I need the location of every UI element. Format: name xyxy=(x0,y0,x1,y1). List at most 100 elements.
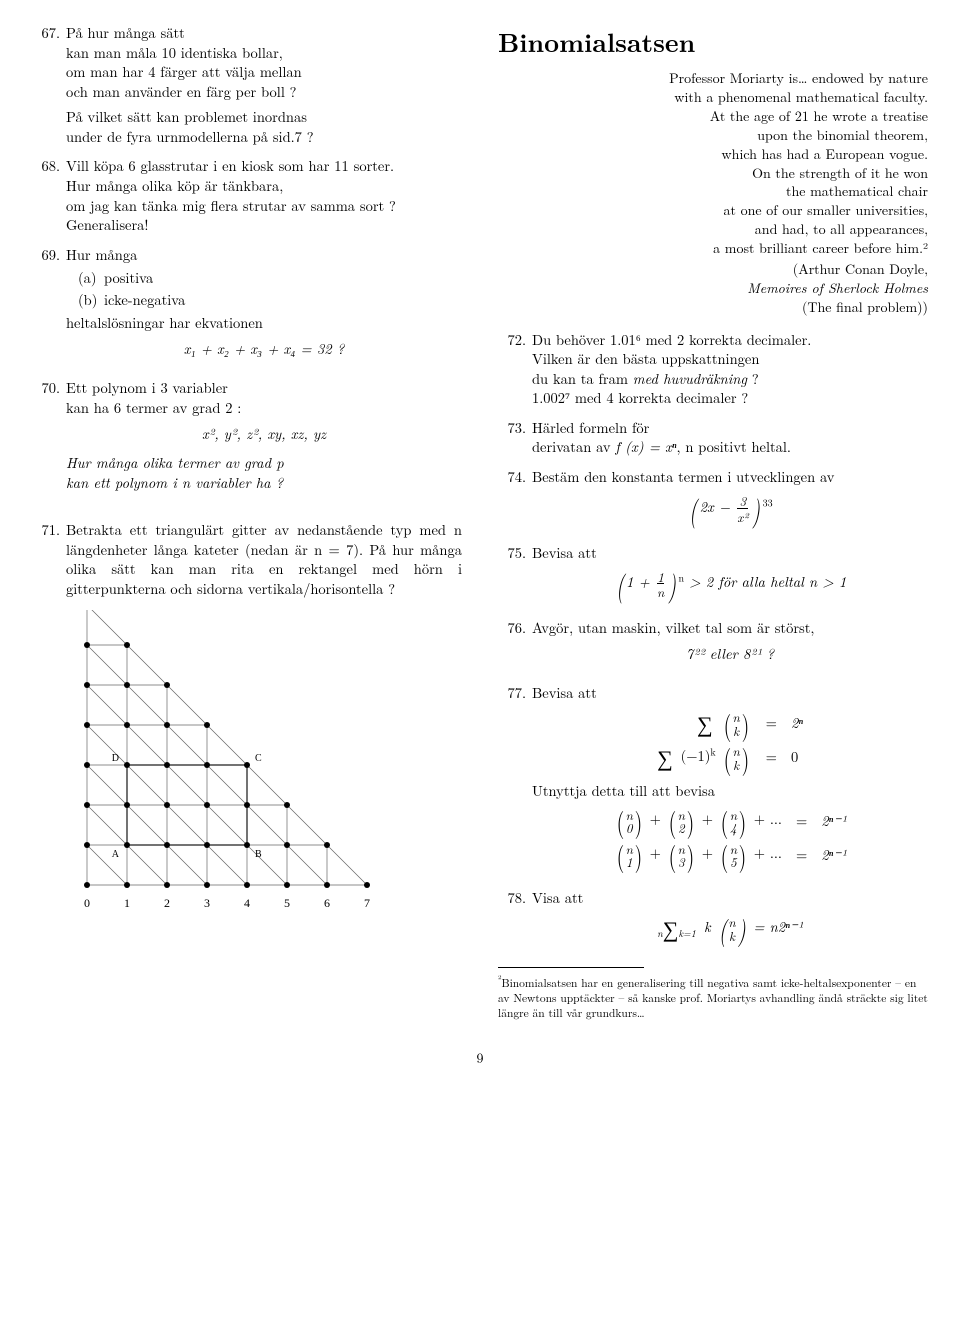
problem-78: 78. Visa att n∑k=1 k (nk) = n2ⁿ⁻¹ xyxy=(498,889,928,953)
line: Bestäm den konstanta termen i utveckling… xyxy=(532,467,834,487)
line: Du behöver 1.01⁶ med 2 korrekta decimale… xyxy=(532,330,811,350)
svg-text:B: B xyxy=(255,849,262,860)
line: under de fyra urnmodellerna på sid.7 ? xyxy=(66,127,314,147)
line: På hur många sätt xyxy=(66,23,185,43)
right-column: Binomialsatsen Professor Moriarty is… en… xyxy=(498,24,928,1021)
svg-text:6: 6 xyxy=(324,896,330,910)
quote-line: which has had a European vogue. xyxy=(722,144,928,164)
problem-body: På hur många sätt kan man måla 10 identi… xyxy=(66,24,462,147)
line: om jag kan tänka mig flera strutar av sa… xyxy=(66,196,396,216)
problem-number: 68. xyxy=(32,157,66,235)
line: kan ett polynom i n variabler ha ? xyxy=(66,473,283,493)
svg-text:D: D xyxy=(112,753,119,764)
subitem-text: icke-negativa xyxy=(104,291,185,311)
svg-text:C: C xyxy=(255,753,262,764)
line: Hur många olika köp är tänkbara, xyxy=(66,176,283,196)
left-column: 67. På hur många sätt kan man måla 10 id… xyxy=(32,24,462,1021)
svg-text:0: 0 xyxy=(84,896,90,910)
quote-line: the mathematical chair xyxy=(786,181,928,201)
quote-line: at one of our smaller universities, xyxy=(723,200,928,220)
quote-line: upon the binomial theorem, xyxy=(757,125,928,145)
line: Generalisera! xyxy=(66,215,148,235)
footnote: ²Binomialsatsen har en generalisering ti… xyxy=(498,972,928,1021)
problem-number: 72. xyxy=(498,331,532,409)
problem-body: Avgör, utan maskin, vilket tal som är st… xyxy=(532,619,928,674)
problem-body: Härled formeln för derivatan av f (x) = … xyxy=(532,419,928,458)
quote-line: a most brilliant career before him.² xyxy=(713,238,928,258)
line-italic: med huvudräkning xyxy=(633,369,747,389)
problem-72: 72. Du behöver 1.01⁶ med 2 korrekta deci… xyxy=(498,331,928,409)
equation: (2x − 3x²)33 xyxy=(532,494,928,524)
problem-74: 74. Bestäm den konstanta termen i utveck… xyxy=(498,468,928,534)
problem-body: Vill köpa 6 glasstrutar i en kiosk som h… xyxy=(66,157,462,235)
problem-body: Bestäm den konstanta termen i utveckling… xyxy=(532,468,928,534)
problem-number: 78. xyxy=(498,889,532,953)
problem-70: 70. Ett polynom i 3 variabler kan ha 6 t… xyxy=(32,379,462,493)
problem-body: Du behöver 1.01⁶ med 2 korrekta decimale… xyxy=(532,331,928,409)
epigraph-quote: Professor Moriarty is… endowed by nature… xyxy=(498,69,928,317)
problem-number: 74. xyxy=(498,468,532,534)
subitem-label: (a) xyxy=(78,269,104,289)
line: , n positivt heltal. xyxy=(676,437,791,457)
problem-69: 69. Hur många (a) positiva (b) icke-nega… xyxy=(32,246,462,370)
problem-75: 75. Bevisa att (1 + 1n)n > 2 för alla he… xyxy=(498,544,928,610)
svg-text:2: 2 xyxy=(164,896,170,910)
subitem-b: (b) icke-negativa xyxy=(78,291,462,311)
line: ? xyxy=(747,369,759,389)
problem-73: 73. Härled formeln för derivatan av f (x… xyxy=(498,419,928,458)
quote-line: with a phenomenal mathematical faculty. xyxy=(674,87,928,107)
footnote-text: Binomialsatsen har en generalisering til… xyxy=(498,975,928,1021)
math-inline: f (x) = xⁿ xyxy=(615,437,676,457)
svg-text:7: 7 xyxy=(364,896,370,910)
svg-text:5: 5 xyxy=(284,896,290,910)
line: Betrakta ett triangulärt gitter av nedan… xyxy=(66,520,462,599)
line: heltalslösningar har ekvationen xyxy=(66,313,263,333)
quote-line: On the strength of it he won xyxy=(752,163,928,183)
problem-body: Ett polynom i 3 variabler kan ha 6 terme… xyxy=(66,379,462,493)
line: derivatan av xyxy=(532,437,615,457)
line: Bevisa att xyxy=(532,683,597,703)
line: Hur många olika termer av grad p xyxy=(66,453,284,473)
equation-array: (n0) + (n2) + (n4) + ... = 2ⁿ⁻¹ (n1) + (… xyxy=(532,807,928,869)
problem-71: 71. Betrakta ett triangulärt gitter av n… xyxy=(32,521,462,599)
page-number: 9 xyxy=(32,1049,928,1068)
triangular-lattice-diagram: ABCD01234567 xyxy=(57,610,437,940)
problem-number: 73. xyxy=(498,419,532,458)
problem-number: 69. xyxy=(32,246,66,370)
problem-body: Betrakta ett triangulärt gitter av nedan… xyxy=(66,521,462,599)
problem-body: Visa att n∑k=1 k (nk) = n2ⁿ⁻¹ xyxy=(532,889,928,953)
equation: 7²² eller 8²¹ ? xyxy=(532,645,928,665)
quote-attrib: (Arthur Conan Doyle, xyxy=(793,259,928,279)
line: och man använder en färg per boll ? xyxy=(66,82,297,102)
footnote-separator xyxy=(498,967,644,968)
problem-number: 76. xyxy=(498,619,532,674)
quote-line: At the age of 21 he wrote a treatise xyxy=(710,106,928,126)
line: Avgör, utan maskin, vilket tal som är st… xyxy=(532,618,814,638)
quote-attrib: Memoires of Sherlock Holmes xyxy=(747,278,928,298)
line: Ett polynom i 3 variabler xyxy=(66,378,228,398)
line: Hur många xyxy=(66,245,137,265)
subitem-text: positiva xyxy=(104,269,153,289)
line: Utnyttja detta till att bevisa xyxy=(532,781,715,801)
quote-line: Professor Moriarty is… endowed by nature xyxy=(669,68,928,88)
problem-number: 67. xyxy=(32,24,66,147)
line: kan man måla 10 identiska bollar, xyxy=(66,43,283,63)
line: kan ha 6 termer av grad 2 : xyxy=(66,398,241,418)
equation: x², y², z², xy, xz, yz xyxy=(66,425,462,445)
section-title: Binomialsatsen xyxy=(498,24,928,59)
problem-number: 70. xyxy=(32,379,66,493)
line: Bevisa att xyxy=(532,543,597,563)
equation: x₁ + x₂ + x₃ + x₄ = 32 ? xyxy=(66,340,462,360)
line: om man har 4 färger att välja mellan xyxy=(66,62,302,82)
problem-68: 68. Vill köpa 6 glasstrutar i en kiosk s… xyxy=(32,157,462,235)
problem-number: 75. xyxy=(498,544,532,610)
line: Visa att xyxy=(532,888,583,908)
problem-number: 71. xyxy=(32,521,66,599)
equation: n∑k=1 k (nk) = n2ⁿ⁻¹ xyxy=(532,915,928,943)
svg-text:4: 4 xyxy=(244,896,250,910)
problem-body: Hur många (a) positiva (b) icke-negativa… xyxy=(66,246,462,370)
equation-array: ∑ (nk) = 2ⁿ ∑ (−1)k (nk) = 0 xyxy=(532,710,928,772)
line: Vill köpa 6 glasstrutar i en kiosk som h… xyxy=(66,156,394,176)
problem-body: Bevisa att (1 + 1n)n > 2 för alla heltal… xyxy=(532,544,928,610)
problem-67: 67. På hur många sätt kan man måla 10 id… xyxy=(32,24,462,147)
